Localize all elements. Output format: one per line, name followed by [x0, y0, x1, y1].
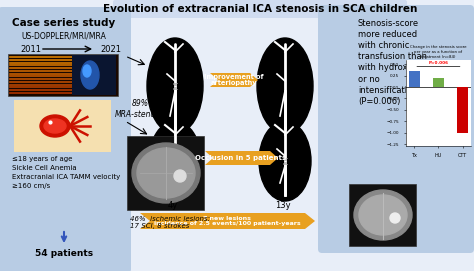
Ellipse shape [44, 119, 66, 133]
Circle shape [174, 170, 186, 182]
Bar [409, 71, 419, 87]
Ellipse shape [147, 38, 203, 134]
Ellipse shape [132, 143, 200, 203]
Text: ≤18 years of age: ≤18 years of age [12, 156, 73, 162]
Text: Case series study: Case series study [12, 18, 116, 28]
Text: 7 new lesions
incidence of 2.5 events/100 patient-years: 7 new lesions incidence of 2.5 events/10… [154, 216, 301, 226]
Text: 2011: 2011 [20, 44, 41, 53]
Ellipse shape [259, 121, 311, 201]
Bar [457, 87, 468, 133]
Text: Evolution of extracranial ICA stenosis in SCA children: Evolution of extracranial ICA stenosis i… [103, 4, 417, 14]
FancyBboxPatch shape [127, 136, 204, 210]
Polygon shape [205, 151, 278, 165]
Text: Occlusion in 5 patients: Occlusion in 5 patients [195, 155, 287, 161]
Ellipse shape [149, 121, 201, 201]
FancyBboxPatch shape [8, 54, 118, 96]
Text: P=0.006: P=0.006 [428, 61, 448, 65]
Text: 54 patients: 54 patients [35, 250, 93, 259]
FancyBboxPatch shape [14, 100, 111, 152]
Ellipse shape [354, 190, 412, 240]
Title: Change in the stenosis score
per year as a function of
treatment (n=84): Change in the stenosis score per year as… [410, 45, 467, 59]
Text: 89%
MRA-stenosis: 89% MRA-stenosis [114, 99, 165, 119]
Text: Improvement of
arteriopathy: Improvement of arteriopathy [204, 73, 264, 86]
Ellipse shape [359, 195, 407, 235]
Bar [433, 78, 444, 87]
Text: Stenosis-score
more reduced
with chronic
transfusion than
with hydroxyurea
or no: Stenosis-score more reduced with chronic… [358, 19, 432, 106]
FancyBboxPatch shape [0, 7, 131, 271]
Text: Sickle Cell Anemia: Sickle Cell Anemia [12, 165, 77, 171]
Text: US-DOPPLER/MRI/MRA: US-DOPPLER/MRI/MRA [21, 31, 107, 40]
FancyBboxPatch shape [72, 55, 116, 95]
Text: 2021: 2021 [100, 44, 121, 53]
Ellipse shape [257, 38, 313, 134]
Ellipse shape [81, 61, 99, 89]
Text: Extracranial ICA TAMM velocity: Extracranial ICA TAMM velocity [12, 174, 120, 180]
Text: 13y: 13y [275, 202, 291, 211]
Ellipse shape [137, 148, 195, 198]
Text: 4y: 4y [168, 202, 178, 211]
FancyBboxPatch shape [349, 184, 416, 246]
Polygon shape [210, 73, 258, 87]
FancyBboxPatch shape [318, 5, 474, 253]
Text: ≥160 cm/s: ≥160 cm/s [12, 183, 50, 189]
Polygon shape [140, 213, 315, 229]
Ellipse shape [40, 115, 70, 137]
FancyBboxPatch shape [113, 0, 407, 18]
Text: 46%  ischemic lesions:
17 SCI, 8 strokes: 46% ischemic lesions: 17 SCI, 8 strokes [130, 216, 210, 229]
Circle shape [390, 213, 400, 223]
Ellipse shape [83, 65, 91, 77]
